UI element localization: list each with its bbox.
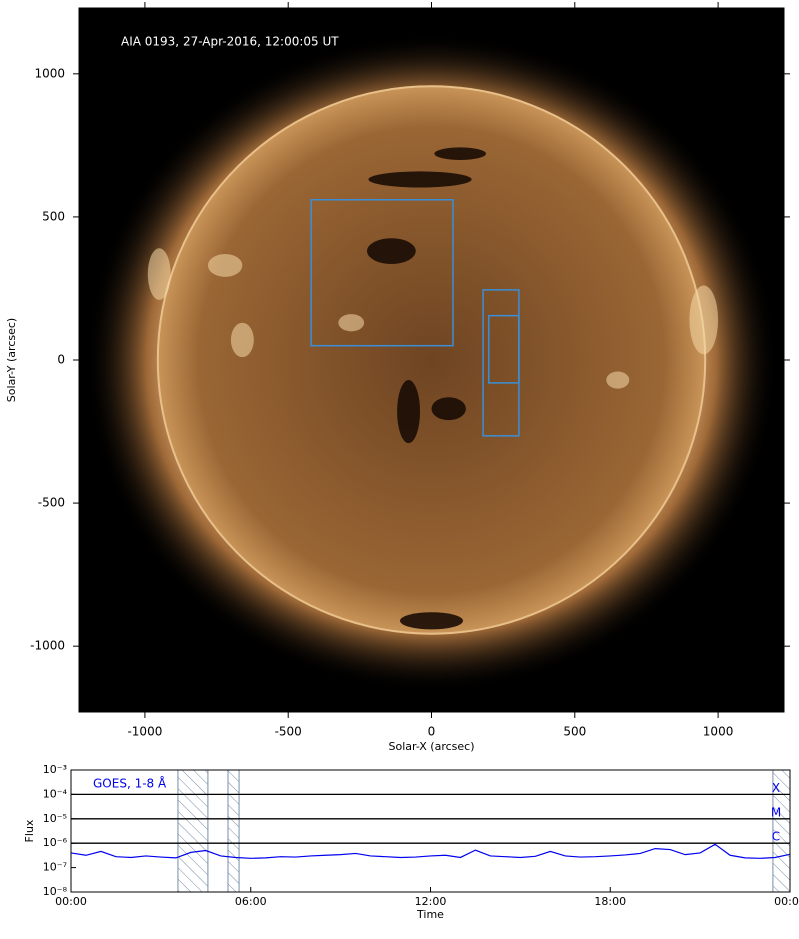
coronal-hole	[368, 171, 472, 188]
y-tick-label: 10⁻⁵	[43, 812, 67, 825]
y-axis-label: Flux	[23, 819, 36, 842]
bright-region	[689, 285, 719, 355]
x-tick-label: 00:00	[774, 895, 799, 908]
y-tick-label: 500	[42, 209, 65, 223]
x-tick-label: 12:00	[415, 895, 447, 908]
hatched-interval	[227, 769, 240, 893]
hatched-interval	[177, 769, 209, 893]
y-tick-label: 10⁻⁴	[43, 787, 68, 800]
x-tick-label: 1000	[703, 725, 734, 739]
bright-region	[147, 248, 171, 300]
y-tick-label: 10⁻⁸	[43, 885, 68, 898]
solar-disk	[156, 85, 707, 635]
y-tick-label: 10⁻⁶	[43, 836, 68, 849]
bright-region	[606, 371, 630, 389]
x-axis-label: Solar-X (arcsec)	[389, 740, 475, 753]
image-title: AIA 0193, 27-Apr-2016, 12:00:05 UT	[121, 35, 339, 49]
coronal-hole	[367, 238, 416, 264]
coronal-hole	[431, 397, 466, 421]
y-tick-label: 10⁻³	[43, 763, 67, 776]
bright-region	[338, 314, 365, 332]
y-tick-label: 1000	[34, 66, 65, 80]
x-tick-label: -500	[275, 725, 302, 739]
coronal-hole	[397, 380, 421, 444]
y-tick-label: -1000	[30, 639, 65, 653]
coronal-hole	[399, 612, 464, 630]
coronal-hole	[434, 147, 486, 160]
x-axis-label: Time	[416, 908, 444, 921]
flare-class-label: X	[772, 781, 780, 795]
y-tick-label: -500	[38, 496, 65, 510]
x-tick-label: 06:00	[235, 895, 267, 908]
region-box	[488, 314, 520, 384]
x-tick-label: 0	[428, 725, 436, 739]
region-box	[310, 198, 454, 347]
flux-line	[70, 843, 791, 859]
x-tick-label: 500	[563, 725, 586, 739]
flare-class-label: M	[771, 805, 781, 819]
legend-label: GOES, 1-8 Å	[93, 776, 167, 791]
bright-region	[230, 322, 254, 358]
x-tick-label: -1000	[127, 725, 162, 739]
flare-class-label: C	[772, 830, 780, 844]
bright-region	[207, 253, 243, 277]
y-axis-label: Solar-Y (arcsec)	[5, 318, 18, 402]
y-tick-label: 10⁻⁷	[43, 861, 67, 874]
x-tick-label: 18:00	[594, 895, 626, 908]
x-tick-label: 00:00	[55, 895, 87, 908]
y-tick-label: 0	[57, 353, 65, 367]
